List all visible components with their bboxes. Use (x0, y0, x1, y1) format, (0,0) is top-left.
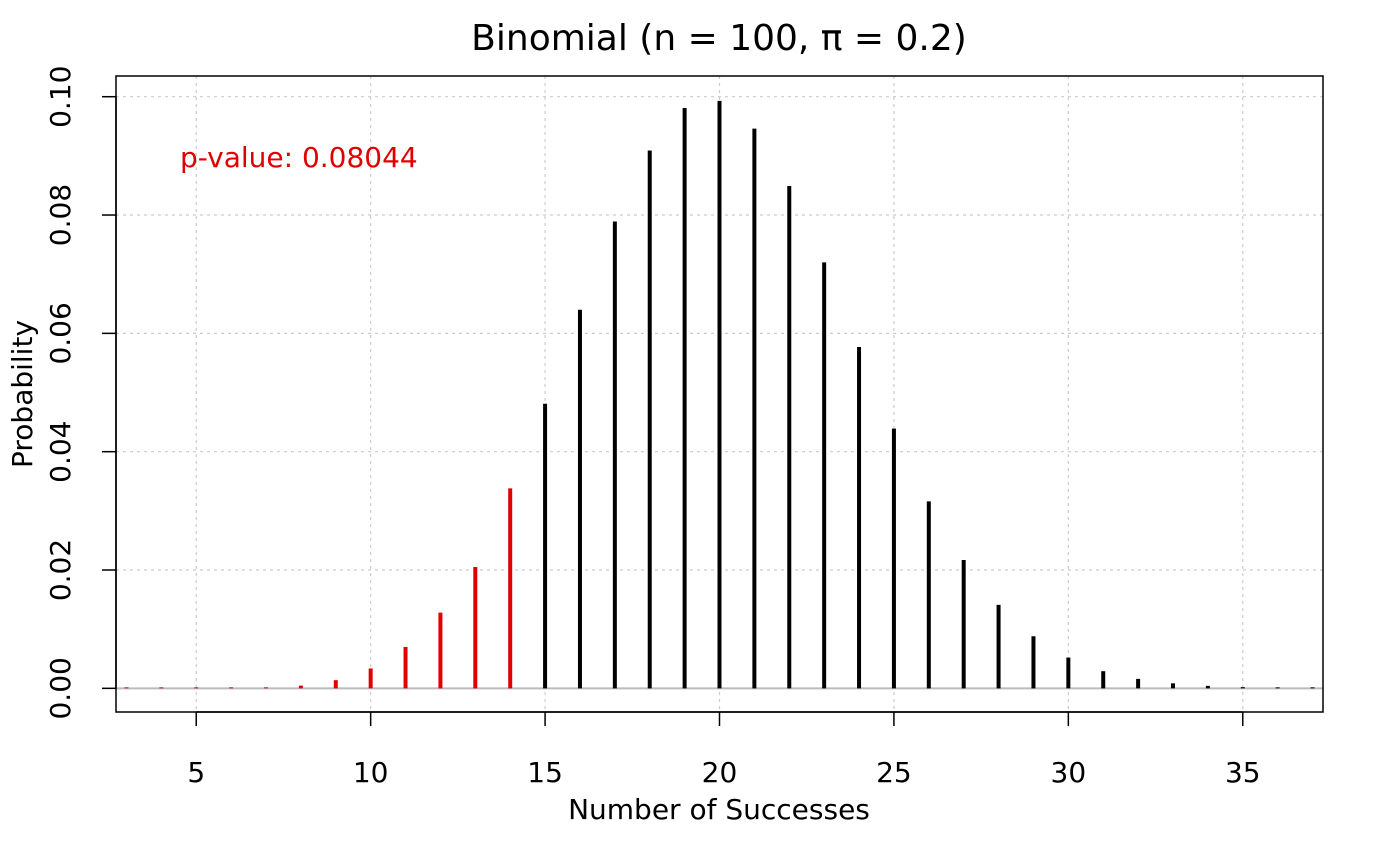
y-axis: 0.00 0.02 0.04 0.06 0.08 0.10 (44, 66, 117, 720)
y-tick-label: 0.08 (44, 184, 77, 246)
x-tick-label: 5 (187, 756, 205, 789)
y-tick-label: 0.00 (44, 657, 77, 719)
x-axis: 5 10 15 20 25 30 35 (187, 711, 1261, 789)
bars (124, 100, 1315, 689)
x-tick-label: 30 (1051, 756, 1087, 789)
y-axis-label: Probability (6, 320, 39, 468)
x-tick-label: 25 (876, 756, 912, 789)
y-tick-label: 0.06 (44, 302, 77, 364)
x-tick-label: 20 (702, 756, 738, 789)
x-axis-label: Number of Successes (568, 793, 870, 826)
x-tick-label: 15 (527, 756, 563, 789)
x-tick-label: 35 (1225, 756, 1261, 789)
chart-title: Binomial (n = 100, π = 0.2) (471, 18, 967, 59)
y-tick-label: 0.04 (44, 421, 77, 483)
y-tick-label: 0.10 (44, 66, 77, 128)
y-tick-label: 0.02 (44, 539, 77, 601)
p-value-annotation: p-value: 0.08044 (180, 141, 418, 174)
x-tick-label: 10 (353, 756, 389, 789)
